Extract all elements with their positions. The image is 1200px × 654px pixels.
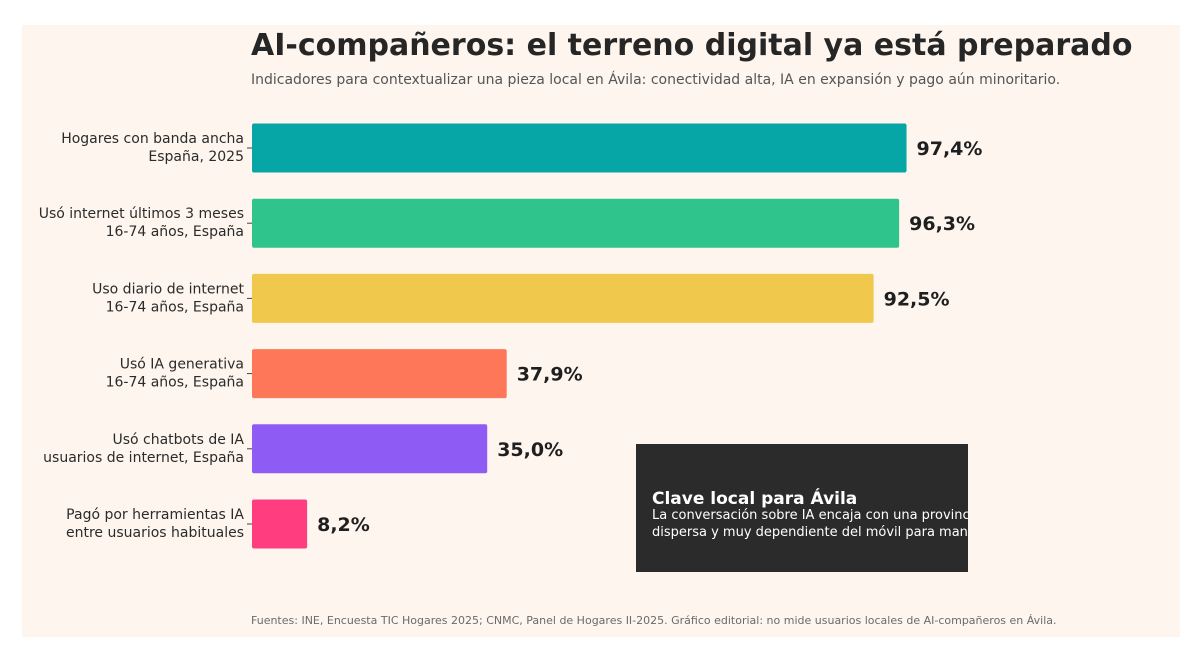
bar <box>252 349 507 399</box>
category-label: 16-74 años, España <box>106 224 244 240</box>
category-label: Usó chatbots de IA <box>112 432 244 448</box>
value-label: 96,3% <box>909 213 975 235</box>
category-label: Usó internet últimos 3 meses <box>39 206 244 222</box>
bar <box>252 123 907 173</box>
category-label: 16-74 años, España <box>106 299 244 315</box>
bar <box>252 198 900 248</box>
value-label: 8,2% <box>317 514 370 536</box>
bar <box>252 499 308 549</box>
category-label: Hogares con banda ancha <box>61 131 244 147</box>
category-label: usuarios de internet, España <box>43 450 244 466</box>
value-label: 37,9% <box>517 364 583 386</box>
source-footnote: Fuentes: INE, Encuesta TIC Hogares 2025;… <box>251 614 1057 627</box>
category-label: Pagó por herramientas IA <box>66 507 244 523</box>
bar <box>252 424 488 474</box>
value-label: 35,0% <box>497 439 563 461</box>
callout-body: La conversación sobre IA encaja con una … <box>652 508 968 540</box>
value-label: 97,4% <box>917 138 983 160</box>
category-label: Usó IA generativa <box>120 357 244 373</box>
category-label: entre usuarios habituales <box>66 525 244 541</box>
callout-title: Clave local para Ávila <box>652 489 858 509</box>
bar <box>252 273 874 323</box>
category-label: Uso diario de internet <box>92 281 244 297</box>
chart-title: AI-compañeros: el terreno digital ya est… <box>251 28 1133 63</box>
value-label: 92,5% <box>884 288 950 310</box>
category-label: España, 2025 <box>148 149 244 165</box>
category-label: 16-74 años, España <box>106 375 244 391</box>
callout-box: Clave local para Ávila La conversación s… <box>636 444 968 572</box>
chart-subtitle: Indicadores para contextualizar una piez… <box>251 72 1061 88</box>
